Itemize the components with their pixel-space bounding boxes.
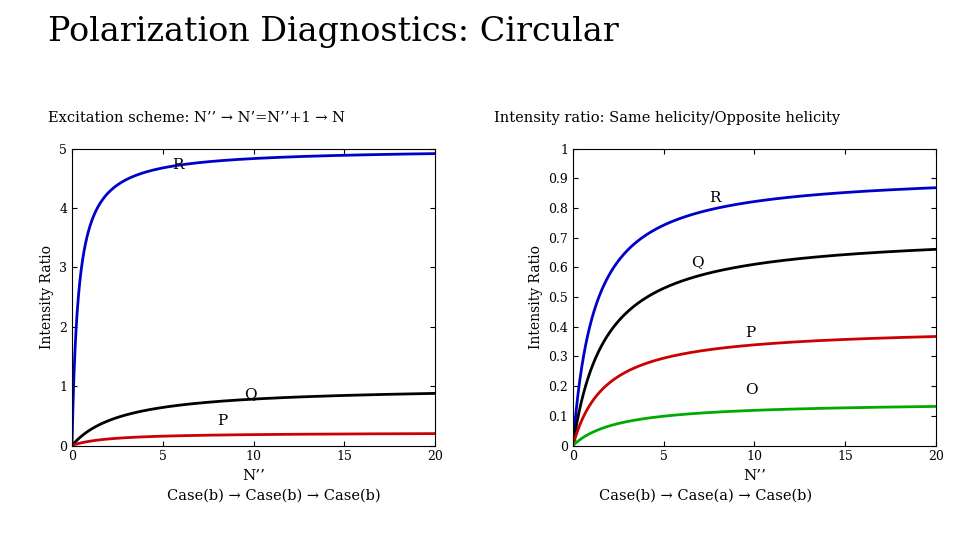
Text: P: P: [217, 414, 228, 428]
Text: Polarization Diagnostics: Circular: Polarization Diagnostics: Circular: [48, 16, 619, 48]
Y-axis label: Intensity Ratio: Intensity Ratio: [529, 245, 542, 349]
Text: Case(b) → Case(a) → Case(b): Case(b) → Case(a) → Case(b): [599, 488, 812, 502]
Text: Case(b) → Case(b) → Case(b): Case(b) → Case(b) → Case(b): [167, 488, 380, 502]
Text: O: O: [745, 382, 758, 396]
Y-axis label: Intensity Ratio: Intensity Ratio: [39, 245, 54, 349]
Text: R: R: [709, 191, 721, 205]
Text: Intensity ratio: Same helicity/Opposite helicity: Intensity ratio: Same helicity/Opposite …: [494, 111, 841, 125]
Text: P: P: [745, 326, 756, 340]
Text: Q: Q: [245, 387, 257, 401]
Text: Q: Q: [691, 255, 704, 269]
X-axis label: N’’: N’’: [743, 469, 766, 483]
X-axis label: N’’: N’’: [242, 469, 265, 483]
Text: R: R: [172, 158, 183, 172]
Text: Excitation scheme: N’’ → N’=N’’+1 → N: Excitation scheme: N’’ → N’=N’’+1 → N: [48, 111, 345, 125]
